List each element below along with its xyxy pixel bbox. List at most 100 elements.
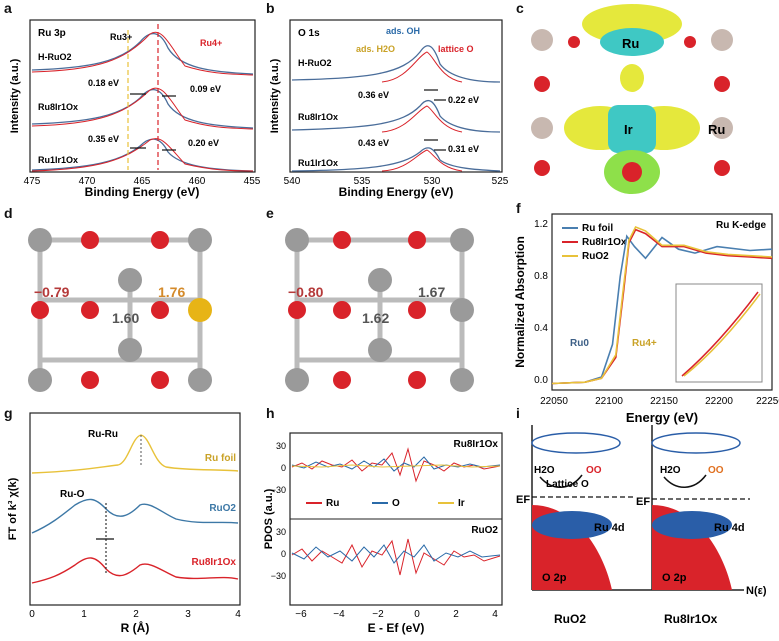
spectrum-curve: [291, 147, 501, 172]
ru-atom: [118, 338, 142, 362]
panel-g: FT of k³ χ(k) R (Å) 0 1 2 3 4 Ru-Ru Ru-O…: [0, 405, 262, 636]
spectrum-curve: [31, 33, 254, 75]
shift-label: 0.18 eV: [88, 78, 119, 88]
x-tick: 2: [453, 609, 459, 620]
fit-curve: [381, 51, 463, 83]
x-tick: 525: [492, 176, 509, 187]
bottom-label: RuO2: [554, 612, 586, 626]
xanes-series: [551, 225, 773, 385]
structure-model-e: −0.80 1.67 1.62: [285, 228, 474, 392]
panel-tag: Ru K-edge: [716, 220, 766, 231]
ru-atom: [28, 228, 52, 252]
x-tick: 22150: [650, 396, 678, 407]
o2p-label: O 2p: [542, 572, 567, 584]
ir-atom: [188, 298, 212, 322]
panel-c: Ru Ir Ru c: [512, 0, 779, 200]
band-ellipse: [531, 432, 621, 454]
oxygen-atom: [81, 371, 99, 389]
ru4d-label: Ru 4d: [714, 522, 745, 534]
panel-b: Intensity (a.u.) Binding Energy (eV) 540…: [262, 0, 512, 200]
shift-label: 0.43 eV: [358, 138, 389, 148]
fit-curve: [31, 87, 254, 130]
y-tick: −30: [271, 485, 286, 495]
plot-frame: [29, 412, 241, 606]
bader-charge: −0.79: [34, 284, 70, 300]
fit-curve: [31, 138, 254, 172]
oxygen-atom: [684, 36, 696, 48]
oxygen-atom: [534, 76, 550, 92]
bottom-label: Ru8Ir1Ox: [664, 612, 718, 626]
xanes-chart: Normalized Absorption Energy (eV) 22050 …: [513, 213, 779, 425]
curve-label: RuO2: [209, 503, 236, 514]
legend-label: Ru: [326, 498, 339, 509]
density-lobe: [600, 28, 664, 56]
oxygen-atom: [333, 371, 351, 389]
oh-label: ads. OH: [386, 26, 420, 36]
ru0-label: Ru0: [570, 338, 589, 349]
fit-curve: [381, 149, 463, 172]
ru-atom: [450, 298, 474, 322]
oxygen-atom: [714, 160, 730, 176]
ru-atom: [711, 29, 733, 51]
y-axis-label: Intensity (a.u.): [269, 58, 281, 133]
ru-atom: [28, 368, 52, 392]
oo-label: OO: [708, 465, 724, 476]
oxygen-atom: [408, 301, 426, 319]
subplot-title: Ru8Ir1Ox: [454, 439, 499, 450]
atom-label: Ru: [708, 122, 725, 137]
panel-label: h: [266, 405, 275, 421]
x-tick: 3: [185, 609, 191, 620]
spectrum-curve: [31, 89, 254, 129]
pdos-chart: PDOS (a.u.) E - Ef (eV) −6 −4 −2 0 2 4 3…: [263, 432, 503, 635]
legend-label: Ru8Ir1Ox: [582, 237, 627, 248]
spectrum-curve: [291, 45, 501, 83]
structure-model-d: −0.79 1.76 1.60: [28, 228, 212, 392]
fermi-label: EF: [516, 494, 530, 506]
panel-d: −0.79 1.76 1.60 d: [0, 205, 262, 405]
spectrum-curve: [291, 99, 501, 133]
x-axis-label: E - Ef (eV): [368, 621, 425, 635]
plot-frame: [289, 19, 503, 173]
atom-label: Ir: [624, 122, 633, 137]
fit-curve: [31, 31, 254, 76]
oxygen-atom: [714, 76, 730, 92]
shift-label: 0.31 eV: [448, 144, 479, 154]
x-tick: −6: [295, 609, 307, 620]
fermi-label: EF: [636, 496, 650, 508]
ru-pdos: [291, 538, 501, 576]
shift-label: 0.09 eV: [190, 84, 221, 94]
y-tick: 0.4: [534, 323, 548, 334]
bader-charge: −0.80: [288, 284, 324, 300]
bader-charge: 1.67: [418, 284, 445, 300]
ru8ir1ox-curve: [31, 557, 239, 584]
density-lobe: [620, 64, 644, 92]
y-tick: 0.8: [534, 271, 548, 282]
oxygen-atom: [151, 231, 169, 249]
oxygen-atom: [151, 371, 169, 389]
x-tick: 475: [24, 176, 41, 187]
bader-charge: 1.60: [112, 310, 139, 326]
x-tick: 540: [284, 176, 301, 187]
h2o-label: H2O: [534, 465, 555, 476]
panel-label: b: [266, 0, 275, 16]
x-tick: −4: [333, 609, 345, 620]
ruo2-curve: [31, 498, 239, 534]
ru-atom: [531, 29, 553, 51]
legend-label: O: [392, 498, 400, 509]
sample-label: Ru8Ir1Ox: [38, 102, 78, 112]
ru-atom: [450, 368, 474, 392]
y-axis-label: FT of k³ χ(k): [7, 477, 19, 540]
oxygen-atom: [288, 301, 306, 319]
reaction-arc: [663, 474, 707, 488]
x-tick: 460: [189, 176, 206, 187]
legend-label: Ru foil: [582, 223, 613, 234]
bond-label: Ru-O: [60, 489, 85, 500]
x-axis-label: Binding Energy (eV): [85, 185, 200, 199]
series-line-ru-foil: [551, 234, 773, 385]
x-tick: 1: [81, 609, 87, 620]
atom-label: Ru: [622, 36, 639, 51]
y-tick: −30: [271, 571, 286, 581]
ru-atom: [711, 117, 733, 139]
oxygen-atom: [622, 162, 642, 182]
